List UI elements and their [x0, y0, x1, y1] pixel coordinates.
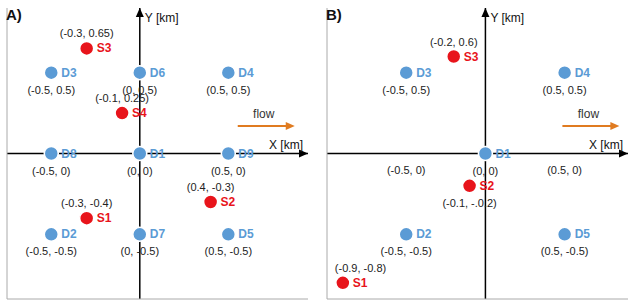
svg-text:flow: flow — [578, 107, 600, 121]
svg-text:D1: D1 — [150, 147, 166, 161]
svg-text:D8: D8 — [61, 147, 77, 161]
svg-text:S3: S3 — [97, 41, 112, 55]
svg-text:S3: S3 — [464, 50, 479, 64]
svg-text:S2: S2 — [480, 179, 495, 193]
svg-text:(0.5, 0): (0.5, 0) — [211, 165, 246, 177]
svg-text:(-0.5, 0): (-0.5, 0) — [32, 165, 71, 177]
svg-text:X [km]: X [km] — [269, 138, 303, 152]
svg-text:flow: flow — [253, 107, 275, 121]
svg-text:S4: S4 — [132, 106, 147, 120]
svg-text:(-0.5, 0): (-0.5, 0) — [387, 164, 426, 176]
svg-text:(-0.5, 0.5): (-0.5, 0.5) — [27, 84, 75, 96]
svg-text:(0.5, 0): (0.5, 0) — [547, 164, 582, 176]
svg-text:(-0.5, 0.5): (-0.5, 0.5) — [382, 84, 430, 96]
svg-text:D4: D4 — [575, 66, 591, 80]
svg-text:(0, 0): (0, 0) — [127, 165, 153, 177]
svg-text:D2: D2 — [416, 227, 432, 241]
svg-text:(-0.9, -0.8): (-0.9, -0.8) — [335, 262, 386, 274]
svg-text:Y [km]: Y [km] — [490, 11, 524, 25]
svg-text:D4: D4 — [238, 66, 254, 80]
svg-text:(0.5, -0.5): (0.5, -0.5) — [204, 245, 252, 257]
svg-text:D3: D3 — [416, 66, 432, 80]
svg-text:X [km]: X [km] — [589, 138, 623, 152]
svg-text:D5: D5 — [575, 227, 591, 241]
svg-text:(-0.3, -0.4): (-0.3, -0.4) — [61, 197, 112, 209]
svg-text:(0, 0.5): (0, 0.5) — [122, 83, 158, 96]
svg-text:S1: S1 — [353, 276, 368, 290]
svg-text:D3: D3 — [61, 66, 77, 80]
svg-text:D1: D1 — [495, 147, 511, 161]
svg-text:(0.5, 0.5): (0.5, 0.5) — [206, 84, 250, 96]
svg-text:(0.5, -0.5): (0.5, -0.5) — [541, 245, 589, 257]
svg-text:(-0.5, -0.5): (-0.5, -0.5) — [26, 245, 77, 257]
svg-text:(0.4, -0.3): (0.4, -0.3) — [187, 181, 235, 193]
svg-text:S2: S2 — [221, 195, 236, 209]
svg-text:S1: S1 — [97, 211, 112, 225]
svg-text:(-0.2, 0.6): (-0.2, 0.6) — [430, 36, 478, 48]
svg-text:(0, -0.5): (0, -0.5) — [121, 245, 160, 257]
svg-text:(-0.5, -0.5): (-0.5, -0.5) — [381, 245, 432, 257]
html-text:A): A) — [6, 6, 22, 23]
svg-text:(-0.3, 0.65): (-0.3, 0.65) — [60, 27, 114, 39]
svg-text:D5: D5 — [238, 227, 254, 241]
svg-text:(0.5, 0.5): (0.5, 0.5) — [543, 84, 587, 96]
svg-text:(-0.1, -.0.2): (-0.1, -.0.2) — [442, 197, 496, 209]
svg-text:Y [km]: Y [km] — [145, 11, 179, 25]
svg-text:D7: D7 — [150, 227, 166, 241]
svg-text:(0, 0): (0, 0) — [473, 165, 499, 177]
html-text:B): B) — [326, 6, 342, 23]
svg-text:(-0.1, 0.25): (-0.1, 0.25) — [95, 92, 149, 104]
svg-text:D9: D9 — [238, 147, 254, 161]
svg-text:D6: D6 — [150, 66, 166, 80]
svg-text:D2: D2 — [61, 227, 77, 241]
